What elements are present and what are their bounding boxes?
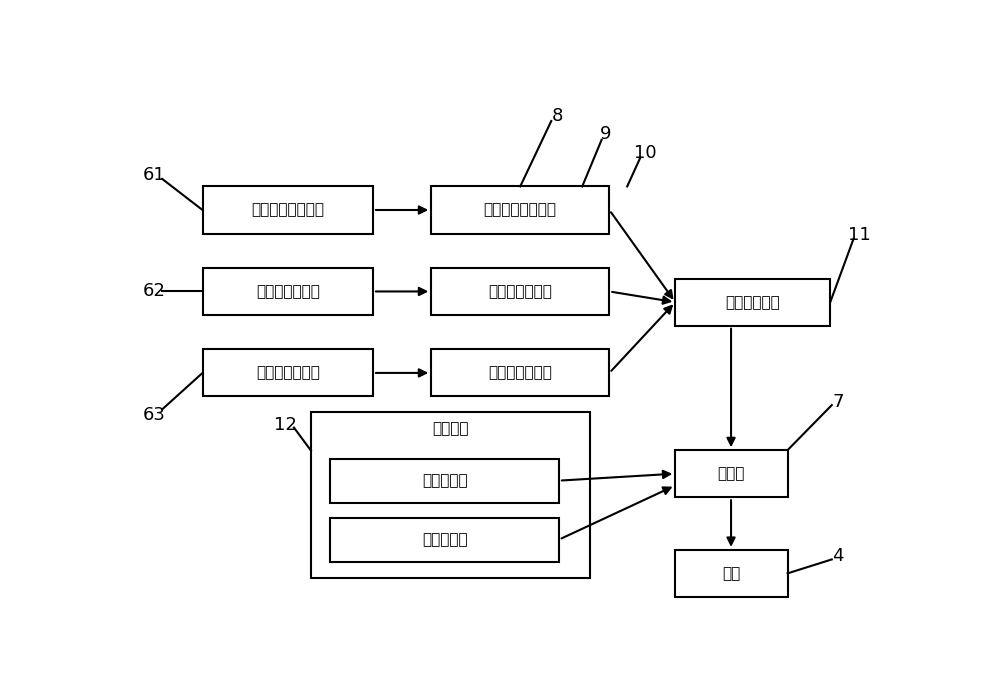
Text: 下限位开关: 下限位开关 bbox=[422, 532, 468, 547]
Text: 控制器: 控制器 bbox=[718, 466, 745, 481]
Text: 8: 8 bbox=[552, 106, 563, 125]
Text: 限位开关: 限位开关 bbox=[432, 421, 469, 436]
Text: 氯离子检测电极: 氯离子检测电极 bbox=[256, 284, 320, 299]
Bar bbox=[330, 518, 559, 562]
Bar bbox=[202, 187, 373, 234]
Text: 电导率检测模块: 电导率检测模块 bbox=[488, 365, 552, 381]
Text: 61: 61 bbox=[143, 166, 166, 184]
Bar bbox=[431, 187, 609, 234]
Bar bbox=[675, 450, 788, 497]
Text: 12: 12 bbox=[274, 416, 297, 434]
Text: 钒镉离子检测电极: 钒镉离子检测电极 bbox=[251, 203, 324, 217]
Bar bbox=[202, 268, 373, 315]
Text: 上限位开关: 上限位开关 bbox=[422, 473, 468, 488]
Text: 62: 62 bbox=[143, 283, 166, 301]
Bar bbox=[675, 550, 788, 597]
Bar bbox=[431, 349, 609, 397]
Text: 数据采集模块: 数据采集模块 bbox=[725, 294, 780, 310]
Text: 4: 4 bbox=[832, 547, 844, 565]
Bar bbox=[311, 411, 590, 578]
Bar bbox=[202, 349, 373, 397]
Text: 7: 7 bbox=[832, 393, 844, 411]
Bar bbox=[431, 268, 609, 315]
Text: 钒镉离子检测模块: 钒镉离子检测模块 bbox=[484, 203, 557, 217]
Text: 9: 9 bbox=[600, 125, 611, 143]
Bar bbox=[675, 278, 830, 326]
Text: 电机: 电机 bbox=[722, 566, 741, 581]
Text: 11: 11 bbox=[848, 226, 871, 244]
Bar bbox=[330, 459, 559, 503]
Text: 10: 10 bbox=[634, 144, 657, 162]
Text: 氯离子检测模块: 氯离子检测模块 bbox=[488, 284, 552, 299]
Text: 63: 63 bbox=[143, 406, 166, 424]
Text: 电导率检测电极: 电导率检测电极 bbox=[256, 365, 320, 381]
